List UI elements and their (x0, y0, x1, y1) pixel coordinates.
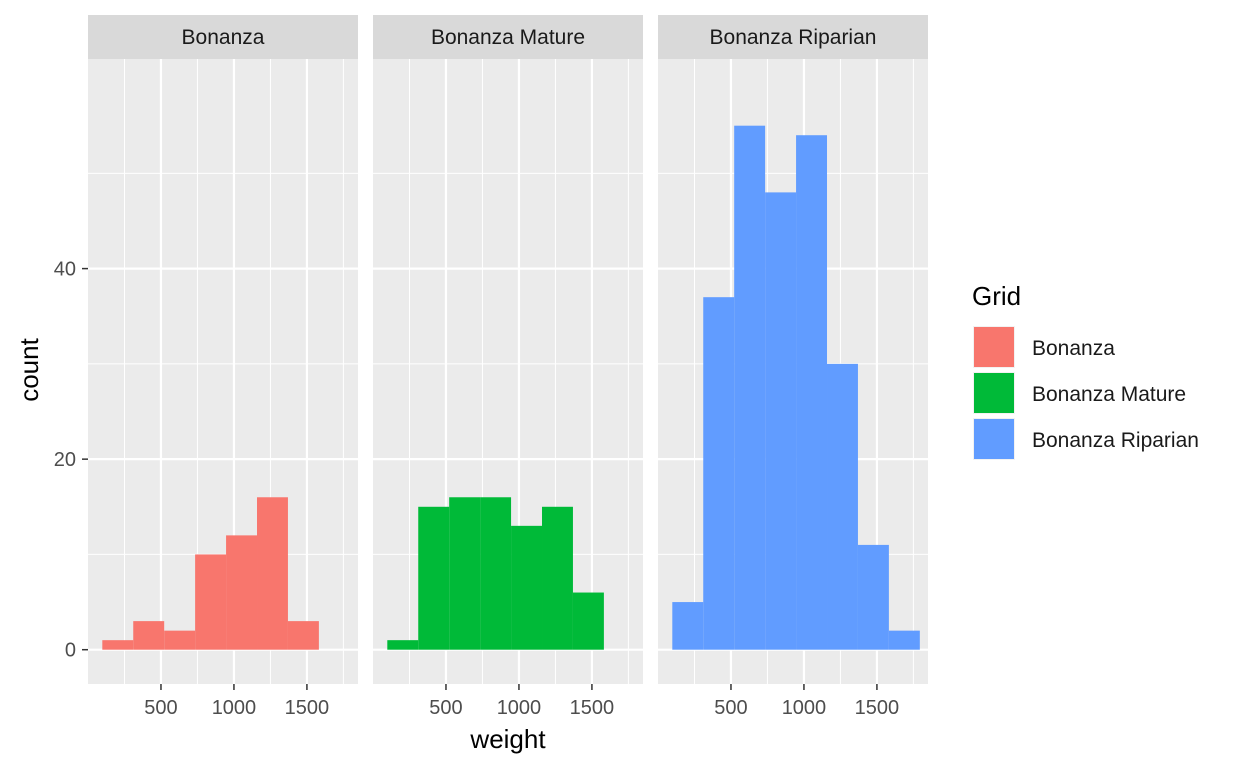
x-tick-label: 500 (429, 697, 462, 719)
histogram-bar (572, 592, 604, 650)
histogram-bar (734, 125, 766, 650)
legend-entry-label: Bonanza (1032, 337, 1115, 360)
legend-key-swatch (974, 419, 1014, 459)
histogram-bar (257, 497, 288, 650)
y-tick-label: 20 (54, 449, 76, 471)
legend-entry-label: Bonanza Mature (1032, 383, 1186, 406)
y-axis: 0 20 40 (54, 259, 88, 662)
legend-entry-label: Bonanza Riparian (1032, 429, 1199, 452)
histogram-bar (542, 506, 573, 650)
y-axis-title: count (14, 337, 44, 401)
y-tick-label: 40 (54, 259, 76, 281)
facet-strip-label: Bonanza Mature (431, 26, 585, 49)
histogram-bar (511, 525, 543, 650)
facets-layer: Bonanza 500 1000 1500 Bonanza Mature 500 1000 1… (88, 15, 928, 719)
x-tick-label: 1000 (497, 697, 542, 719)
histogram-bar (195, 554, 227, 650)
x-tick-label: 1500 (855, 697, 900, 719)
facet-panel-1: Bonanza 500 1000 1500 (88, 15, 358, 719)
histogram-bar (888, 630, 920, 650)
histogram-bar (418, 506, 450, 650)
x-tick-label: 500 (144, 697, 177, 719)
x-tick-label: 500 (714, 697, 747, 719)
histogram-bar (102, 640, 134, 650)
histogram-bar (226, 535, 258, 650)
facet-strip-label: Bonanza Riparian (710, 26, 877, 49)
histogram-bar (796, 135, 828, 650)
histogram-bar (387, 640, 419, 650)
x-tick-label: 1000 (212, 697, 257, 719)
facet-strip (373, 15, 643, 59)
facet-strip-label: Bonanza (182, 26, 265, 49)
facet-strip (88, 15, 358, 59)
histogram-bar (449, 497, 481, 650)
facet-panel-2: Bonanza Mature 500 1000 1500 (373, 15, 643, 719)
legend: Grid Bonanza Bonanza Mature Bonanza Ripari… (972, 281, 1199, 460)
x-tick-label: 1000 (782, 697, 827, 719)
facet-strip (658, 15, 928, 59)
legend-key-swatch (974, 327, 1014, 367)
y-tick-label: 0 (65, 640, 76, 662)
histogram-bar (133, 621, 165, 650)
histogram-bar (164, 630, 196, 650)
legend-key-swatch (974, 373, 1014, 413)
facet-panel-3: Bonanza Riparian 500 1000 1500 (658, 15, 928, 719)
x-tick-label: 1500 (570, 697, 615, 719)
histogram-bar (765, 192, 797, 650)
x-axis-title: weight (469, 724, 546, 754)
histogram-bar (672, 602, 704, 650)
histogram-bar (857, 544, 889, 650)
histogram-bar (480, 497, 512, 650)
histogram-bar (287, 621, 319, 650)
histogram-bar (703, 297, 735, 650)
x-tick-label: 1500 (285, 697, 330, 719)
legend-title: Grid (972, 281, 1021, 311)
histogram-bar (827, 363, 858, 650)
